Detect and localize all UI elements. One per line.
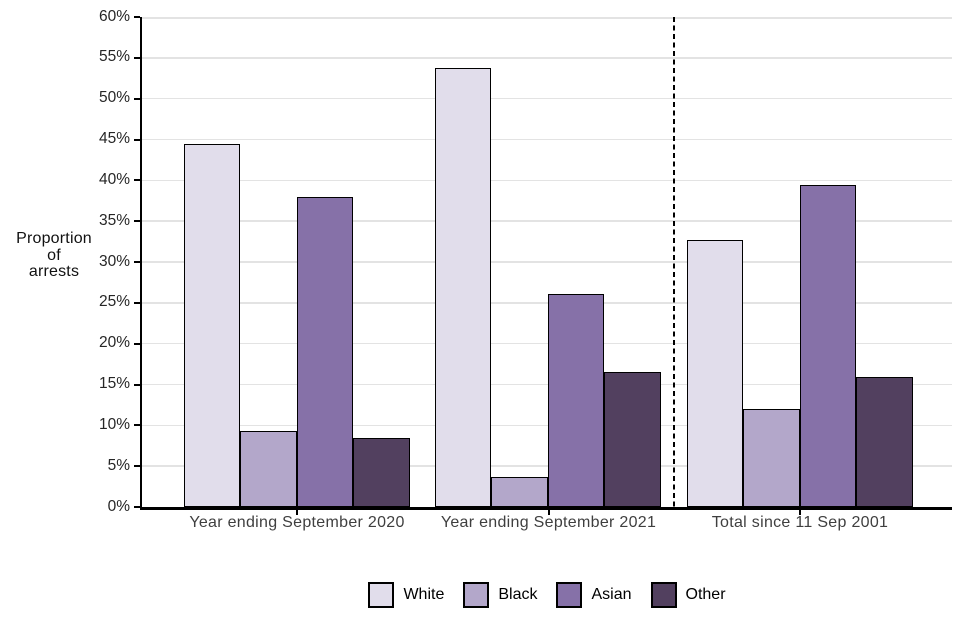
y-axis-title-line-2: of bbox=[47, 246, 61, 264]
bar-other-group2 bbox=[604, 372, 661, 507]
y-axis-title-line-1: Proportion bbox=[16, 230, 92, 247]
y-axis-tick-10% bbox=[133, 424, 140, 427]
legend: White Black Asian Other bbox=[142, 582, 952, 608]
bar-asian-group1 bbox=[296, 196, 353, 507]
x-axis-label-group2: Year ending September 2021 bbox=[440, 514, 657, 531]
y-axis-tick-50% bbox=[133, 97, 140, 100]
y-axis-label-40%: 40% bbox=[98, 170, 130, 188]
y-axis-tick-55% bbox=[133, 56, 140, 59]
y-axis-tick-60% bbox=[133, 16, 140, 18]
legend-item-black: Black bbox=[463, 582, 537, 608]
legend-swatch-asian bbox=[556, 582, 583, 608]
gridline-50pct bbox=[141, 97, 952, 100]
gridline-55pct bbox=[141, 57, 952, 59]
y-axis-tick-0% bbox=[133, 506, 140, 508]
legend-item-white: White bbox=[368, 582, 444, 608]
y-axis-label-30%: 30% bbox=[98, 252, 130, 270]
y-axis-tick-40% bbox=[133, 179, 140, 182]
legend-label-asian: Asian bbox=[591, 586, 632, 603]
y-axis-label-10%: 10% bbox=[98, 415, 130, 433]
y-axis-label-15%: 15% bbox=[98, 375, 130, 392]
bar-asian-group2 bbox=[547, 293, 604, 507]
y-axis-title-line-3: arrests bbox=[28, 263, 80, 280]
gridline-15pct bbox=[141, 383, 952, 386]
legend-label-black: Black bbox=[498, 586, 538, 603]
legend-label-white: White bbox=[403, 586, 445, 603]
bar-black-group2 bbox=[491, 476, 548, 507]
y-axis-label-35%: 35% bbox=[98, 211, 130, 229]
y-axis-label-0%: 0% bbox=[107, 497, 130, 515]
y-axis-tick-35% bbox=[133, 220, 140, 223]
y-axis-label-25%: 25% bbox=[98, 293, 130, 311]
legend-swatch-black bbox=[463, 582, 490, 608]
legend-item-asian: Asian bbox=[556, 582, 632, 608]
gridline-20pct bbox=[141, 342, 952, 345]
gridline-10pct bbox=[141, 424, 952, 427]
gridline-60pct bbox=[141, 17, 952, 19]
y-axis-label-20%: 20% bbox=[98, 334, 130, 352]
bar-other-group1 bbox=[353, 438, 410, 507]
plot-area bbox=[139, 17, 952, 510]
y-axis-label-45%: 45% bbox=[98, 130, 130, 147]
y-axis-label-5%: 5% bbox=[107, 456, 130, 474]
bar-white-group3 bbox=[686, 239, 743, 507]
y-axis-tick-5% bbox=[133, 465, 140, 468]
y-axis-label-50%: 50% bbox=[98, 89, 130, 107]
x-axis-tick-group1 bbox=[296, 510, 298, 515]
bar-asian-group3 bbox=[799, 185, 856, 507]
x-axis-tick-group2 bbox=[547, 510, 550, 515]
x-axis-tick-group3 bbox=[799, 510, 801, 515]
bar-white-group1 bbox=[183, 144, 240, 507]
y-axis-tick-20% bbox=[133, 342, 140, 345]
gridline-30pct bbox=[141, 261, 952, 263]
legend-swatch-other bbox=[650, 582, 677, 608]
bar-other-group3 bbox=[856, 377, 913, 507]
y-axis-tick-15% bbox=[133, 383, 140, 386]
y-axis-tick-25% bbox=[133, 301, 140, 304]
bar-white-group2 bbox=[434, 67, 491, 507]
x-axis-label-group1: Year ending September 2020 bbox=[189, 514, 405, 531]
y-axis-tick-45% bbox=[133, 138, 140, 141]
bar-black-group1 bbox=[240, 431, 297, 507]
bar-black-group3 bbox=[743, 409, 800, 507]
gridline-40pct bbox=[141, 179, 952, 182]
legend-label-other: Other bbox=[685, 586, 726, 603]
dashed-separator-line bbox=[672, 17, 675, 507]
y-axis-label-55%: 55% bbox=[98, 48, 130, 66]
gridline-25pct bbox=[141, 302, 952, 304]
y-axis-tick-30% bbox=[133, 261, 140, 263]
y-axis-label-60%: 60% bbox=[98, 7, 130, 25]
gridline-45pct bbox=[141, 138, 952, 141]
gridline-5pct bbox=[141, 465, 952, 467]
legend-swatch-white bbox=[368, 582, 395, 608]
x-axis-label-group3: Total since 11 Sep 2001 bbox=[711, 514, 889, 531]
legend-item-other: Other bbox=[650, 582, 726, 608]
gridline-35pct bbox=[141, 220, 952, 222]
y-axis-title: Proportion of arrests bbox=[0, 230, 108, 281]
